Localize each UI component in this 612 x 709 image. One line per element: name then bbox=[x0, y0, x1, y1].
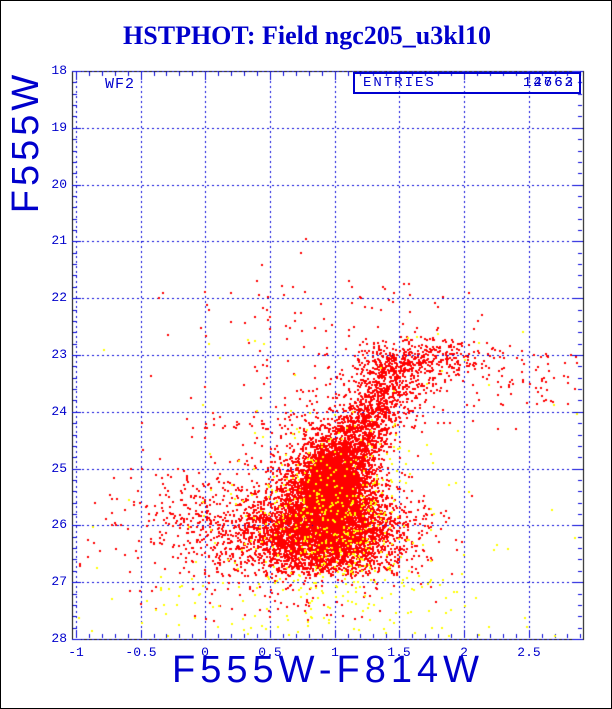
x-tick-label: -0.5 bbox=[125, 645, 157, 660]
y-tick-label: 27 bbox=[51, 574, 67, 589]
x-tick-label: 2 bbox=[460, 645, 468, 660]
x-tick-label: 1.5 bbox=[387, 645, 411, 660]
entries-value-2: 14763 bbox=[522, 75, 575, 91]
y-tick-label: 21 bbox=[51, 233, 67, 248]
page-title: HSTPHOT: Field ngc205_u3kl10 bbox=[123, 21, 491, 50]
panel-label-wf2: WF2 bbox=[105, 76, 136, 93]
y-tick-label: 28 bbox=[51, 631, 67, 646]
x-tick-label: 1 bbox=[331, 645, 339, 660]
entries-label: ENTRIES bbox=[363, 75, 436, 91]
y-tick-label: 20 bbox=[51, 177, 67, 192]
y-tick-label: 23 bbox=[51, 347, 67, 362]
y-tick-label: 24 bbox=[51, 404, 67, 419]
y-tick-label: 19 bbox=[51, 120, 67, 135]
x-tick-label: 0 bbox=[201, 645, 209, 660]
x-tick-label: 2.5 bbox=[517, 645, 541, 660]
y-tick-label: 25 bbox=[51, 461, 67, 476]
y-tick-label: 18 bbox=[51, 63, 67, 78]
x-tick-label: -1 bbox=[68, 645, 84, 660]
entries-box: ENTRIES 12662 14763 bbox=[353, 72, 581, 94]
entries-value-1: 12662 bbox=[522, 75, 575, 91]
y-tick-label: 26 bbox=[51, 517, 67, 532]
x-axis-label: F555W-F814W bbox=[172, 649, 484, 691]
x-tick-label: 0.5 bbox=[258, 645, 282, 660]
y-tick-label: 22 bbox=[51, 290, 67, 305]
